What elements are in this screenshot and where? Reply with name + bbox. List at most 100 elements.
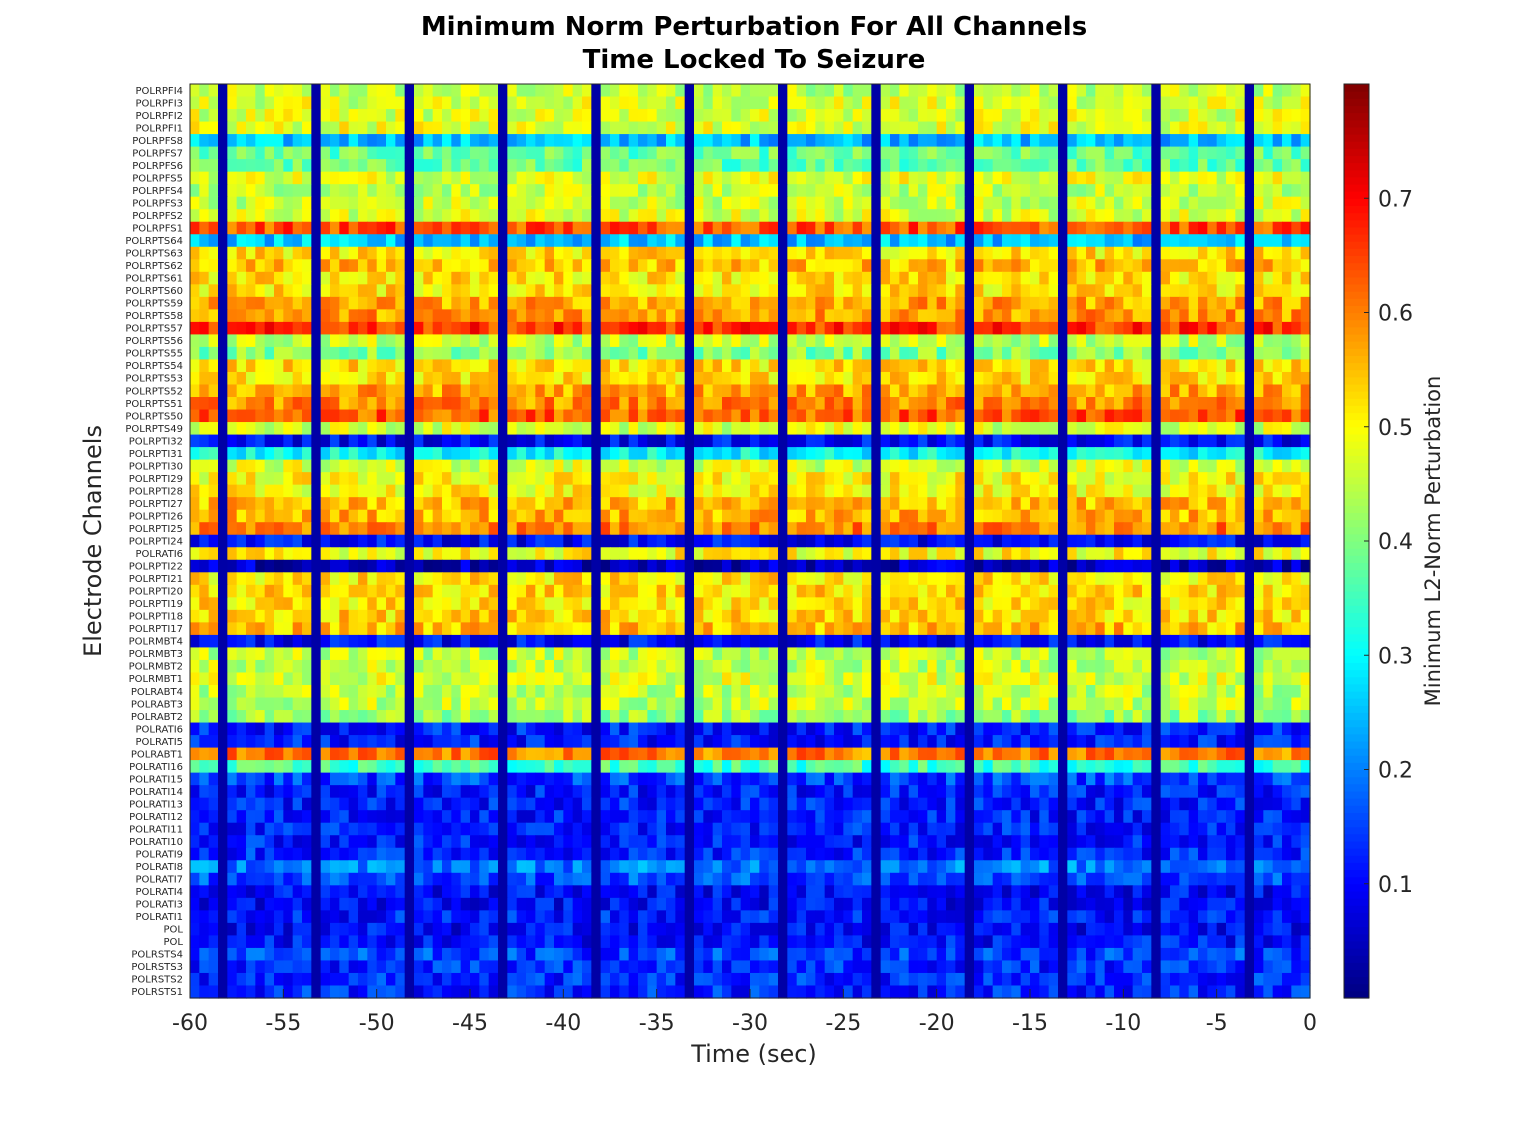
heatmap-cell <box>703 522 714 536</box>
heatmap-cell <box>628 284 639 298</box>
heatmap-cell <box>852 447 863 461</box>
heatmap-cell <box>339 296 350 310</box>
heatmap-cell <box>1058 584 1068 598</box>
heatmap-cell <box>983 246 994 260</box>
heatmap-cell <box>610 234 620 248</box>
heatmap-cell <box>367 84 378 98</box>
heatmap-cell <box>451 159 462 173</box>
heatmap-cell <box>1020 371 1031 386</box>
heatmap-cell <box>320 572 331 586</box>
heatmap-cell <box>890 159 900 173</box>
heatmap-cell <box>264 371 275 386</box>
heatmap-cell <box>1300 321 1311 336</box>
heatmap-cell <box>395 109 406 123</box>
heatmap-cell <box>1030 259 1040 273</box>
heatmap-cell <box>591 159 602 173</box>
heatmap-cell <box>1114 184 1124 198</box>
heatmap-cell <box>460 134 471 148</box>
heatmap-cell <box>498 397 508 411</box>
heatmap-cell <box>1300 121 1311 135</box>
heatmap-cell <box>628 134 639 148</box>
heatmap-cell <box>1254 572 1264 586</box>
heatmap-cell <box>880 184 891 198</box>
heatmap-cell <box>236 597 247 611</box>
heatmap-cell <box>824 547 835 561</box>
heatmap-cell <box>535 121 546 135</box>
heatmap-cell <box>292 422 303 436</box>
heatmap-cell <box>283 371 294 386</box>
heatmap-cell <box>992 572 1003 586</box>
heatmap-cell <box>1300 371 1311 386</box>
heatmap-cell <box>591 184 602 198</box>
heatmap-cell <box>936 584 947 598</box>
heatmap-cell <box>852 497 863 511</box>
heatmap-cell <box>656 484 667 498</box>
heatmap-cell <box>1114 296 1124 310</box>
heatmap-cell <box>283 447 294 461</box>
heatmap-cell <box>964 146 975 160</box>
heatmap-cell <box>787 321 798 336</box>
heatmap-cell <box>918 246 928 260</box>
heatmap-cell <box>1291 271 1302 285</box>
heatmap-cell <box>647 96 658 110</box>
heatmap-cell <box>1002 334 1012 348</box>
heatmap-cell <box>806 384 816 398</box>
heatmap-cell <box>1039 296 1050 310</box>
heatmap-cell <box>796 209 807 223</box>
heatmap-cell <box>302 459 312 473</box>
heatmap-cell <box>1132 259 1143 273</box>
heatmap-cell <box>871 371 882 386</box>
heatmap-cell <box>572 434 583 448</box>
heatmap-cell <box>255 146 266 160</box>
heatmap-cell <box>1188 472 1199 486</box>
heatmap-cell <box>684 321 695 336</box>
heatmap-cell <box>1282 146 1292 160</box>
heatmap-cell <box>834 209 844 223</box>
heatmap-cell <box>787 522 798 536</box>
heatmap-cell <box>675 196 686 210</box>
heatmap-cell <box>955 497 966 511</box>
heatmap-cell <box>684 309 695 323</box>
heatmap-cell <box>806 146 816 160</box>
heatmap-cell <box>1216 472 1227 486</box>
heatmap-cell <box>694 472 704 486</box>
heatmap-cell <box>684 559 695 573</box>
heatmap-cell <box>320 196 331 210</box>
heatmap-cell <box>1123 459 1134 473</box>
heatmap-cell <box>395 397 406 411</box>
heatmap-cell <box>376 584 387 598</box>
heatmap-cell <box>983 296 994 310</box>
heatmap-cell <box>1207 84 1218 98</box>
heatmap-cell <box>927 584 938 598</box>
heatmap-cell <box>1039 584 1050 598</box>
heatmap-cell <box>386 409 396 423</box>
heatmap-cell <box>750 597 760 611</box>
heatmap-cell <box>610 334 620 348</box>
heatmap-cell <box>311 484 322 498</box>
heatmap-cell <box>451 184 462 198</box>
heatmap-cell <box>927 84 938 98</box>
heatmap-cell <box>358 597 368 611</box>
heatmap-cell <box>190 572 200 586</box>
heatmap-cell <box>862 584 872 598</box>
heatmap-cell <box>246 159 256 173</box>
heatmap-cell <box>1151 397 1162 411</box>
heatmap-cell <box>423 359 434 373</box>
heatmap-cell <box>218 547 228 561</box>
heatmap-cell <box>470 434 480 448</box>
heatmap-cell <box>815 109 826 123</box>
heatmap-cell <box>274 321 284 336</box>
heatmap-cell <box>908 497 919 511</box>
heatmap-cell <box>507 146 518 160</box>
heatmap-cell <box>255 234 266 248</box>
heatmap-cell <box>1254 84 1264 98</box>
heatmap-cell <box>582 434 592 448</box>
heatmap-cell <box>507 534 518 548</box>
heatmap-cell <box>395 422 406 436</box>
heatmap-cell <box>1244 547 1255 561</box>
heatmap-cell <box>619 497 630 511</box>
heatmap-cell <box>722 497 732 511</box>
heatmap-cell <box>1114 346 1124 361</box>
heatmap-cell <box>582 371 592 386</box>
heatmap-cell <box>274 146 284 160</box>
